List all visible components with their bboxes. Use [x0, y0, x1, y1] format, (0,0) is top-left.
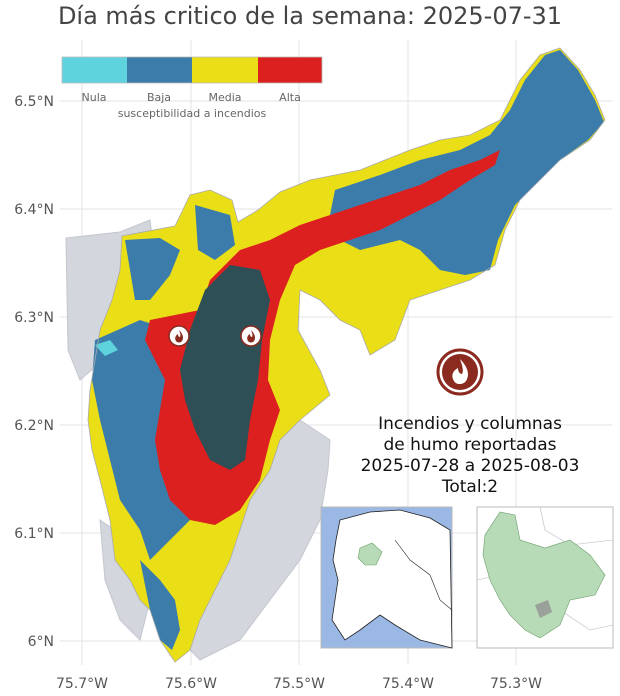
legend-label: Media [208, 91, 241, 104]
fire-marker[interactable] [168, 325, 190, 347]
x-axis: 75.7°W 75.6°W 75.5°W 75.4°W 75.3°W [56, 676, 542, 692]
x-tick-label: 75.5°W [273, 676, 325, 692]
y-tick-label: 6.2°N [14, 418, 54, 434]
y-tick-label: 6.5°N [14, 94, 54, 110]
legend: Nula Baja Media Alta susceptibilidad a i… [61, 56, 323, 120]
y-tick-label: 6.4°N [14, 202, 54, 218]
legend-swatch-baja [127, 57, 192, 83]
region-baja-northeast [330, 50, 604, 275]
x-tick-label: 75.4°W [382, 676, 434, 692]
legend-title: susceptibilidad a incendios [118, 107, 267, 120]
region-outline [87, 47, 606, 663]
caption-line: Incendios y columnas [378, 414, 562, 434]
y-tick-label: 6°N [28, 634, 54, 650]
region-nula [95, 340, 118, 356]
x-tick-label: 75.7°W [56, 676, 108, 692]
legend-swatch-alta [258, 57, 322, 83]
inset-map-department [476, 506, 614, 649]
y-tick-label: 6.1°N [14, 526, 54, 542]
fire-icon [175, 330, 183, 343]
caption-total: Total:2 [441, 477, 499, 497]
page-title: Día más critico de la semana: 2025-07-31 [57, 2, 563, 30]
y-axis: 6.5°N 6.4°N 6.3°N 6.2°N 6.1°N 6°N [14, 94, 54, 650]
inset-map-country [320, 506, 453, 649]
legend-label: Alta [279, 91, 301, 104]
y-tick-label: 6.3°N [14, 310, 54, 326]
fire-report-caption: Incendios y columnas de humo reportadas … [340, 414, 600, 498]
caption-date-range: 2025-07-28 a 2025-08-03 [360, 456, 580, 476]
region-baja-south [140, 560, 180, 650]
fire-icon [247, 330, 255, 343]
region-baja-northwest [125, 238, 180, 300]
caption-line: de humo reportadas [383, 435, 557, 455]
x-tick-label: 75.6°W [165, 676, 217, 692]
legend-label: Nula [82, 91, 107, 104]
legend-swatch-nula [62, 57, 127, 83]
fire-icon [452, 359, 468, 384]
region-core [180, 265, 270, 470]
region-baja-north [195, 205, 235, 260]
fire-legend-symbol [436, 348, 484, 396]
legend-label: Baja [147, 91, 171, 104]
legend-swatch-media [192, 57, 258, 83]
x-tick-label: 75.3°W [490, 676, 542, 692]
fire-marker[interactable] [240, 325, 262, 347]
